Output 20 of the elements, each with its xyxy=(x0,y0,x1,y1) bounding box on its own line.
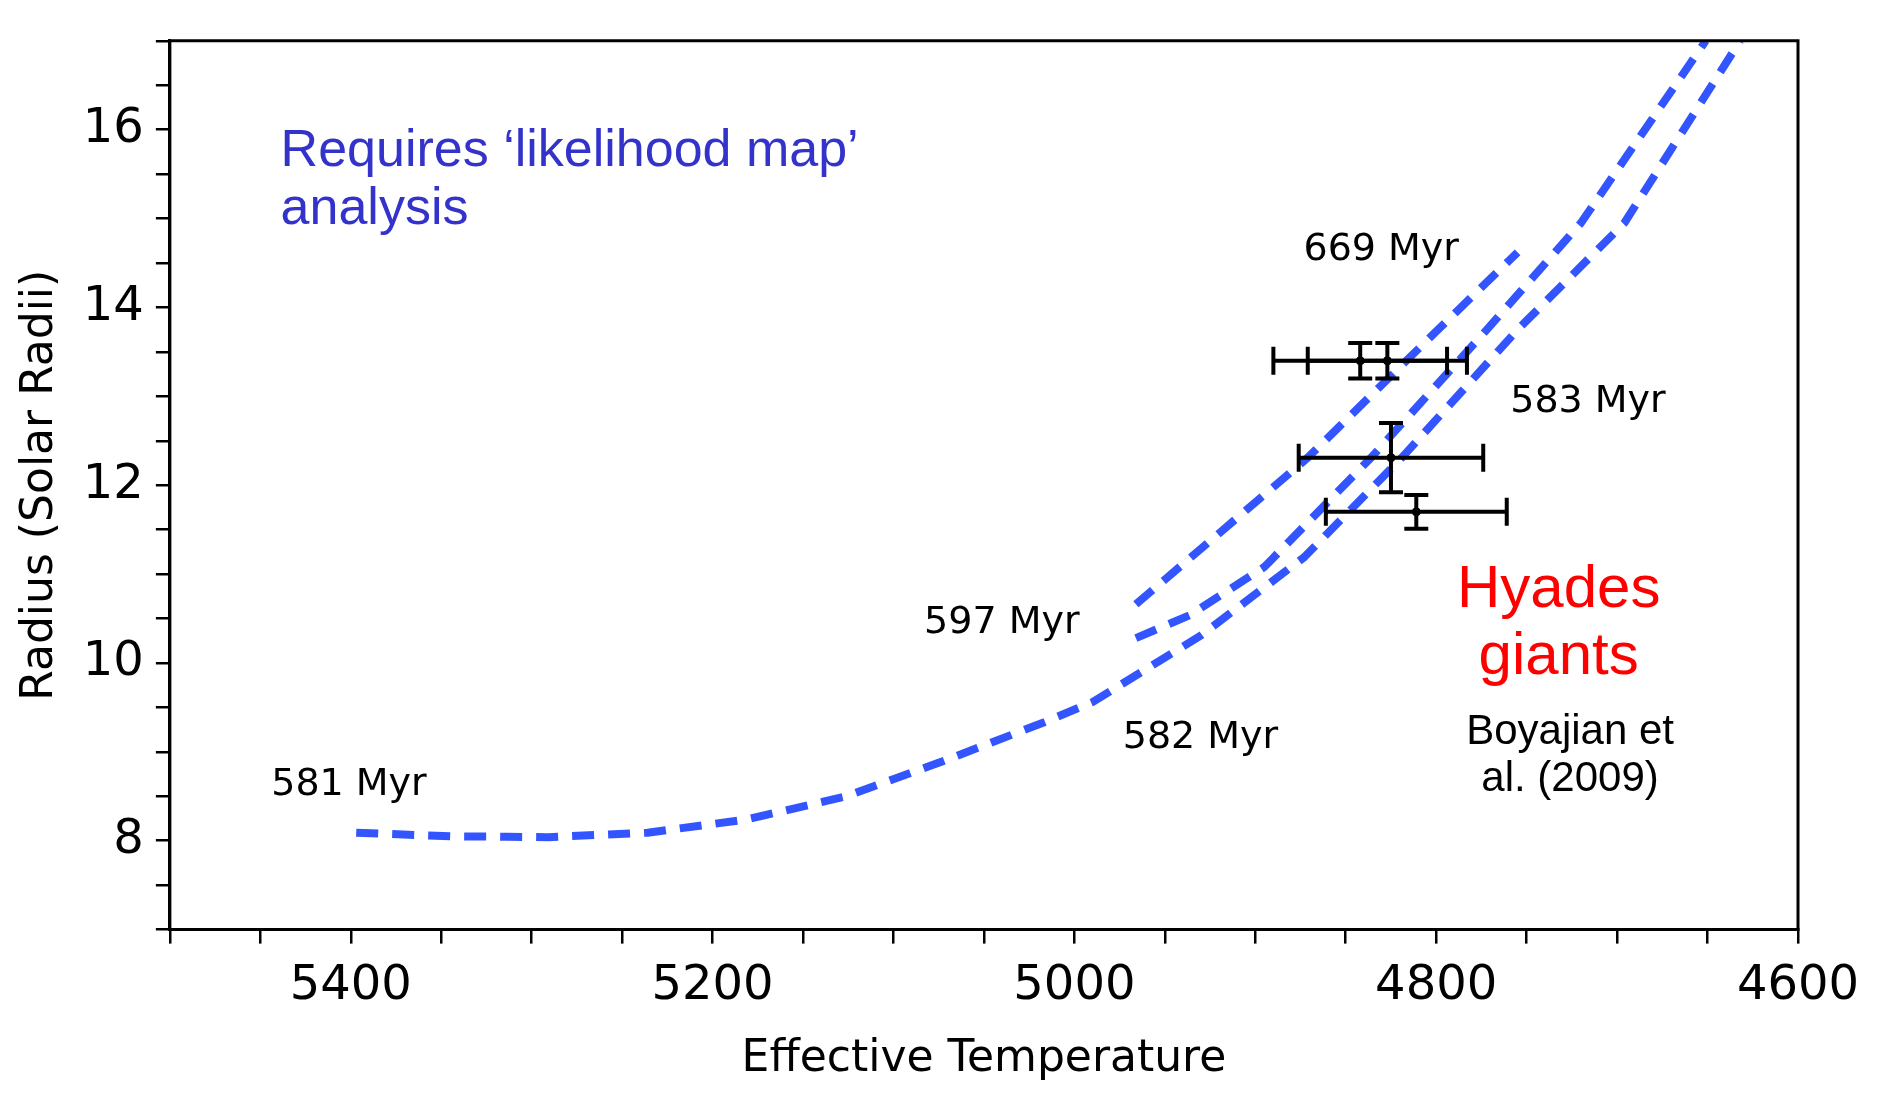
annotation: 582 Myr xyxy=(1122,713,1279,758)
y-tick-label: 16 xyxy=(82,97,144,154)
y-tick-label: 8 xyxy=(113,808,144,865)
annotation: Boyajian et al. (2009) xyxy=(1466,706,1675,801)
annotation: 583 Myr xyxy=(1510,376,1667,421)
y-tick-label: 10 xyxy=(82,630,144,687)
annotation: 669 Myr xyxy=(1303,224,1460,269)
y-tick-label: 14 xyxy=(82,274,144,331)
x-tick-label: 4600 xyxy=(1736,953,1860,1010)
x-tick-label: 5000 xyxy=(1013,953,1136,1010)
annotation: Hyades giants xyxy=(1456,553,1661,688)
x-tick-label: 5400 xyxy=(289,953,412,1010)
x-tick-label: 5200 xyxy=(651,953,774,1010)
y-axis-title: Radius (Solar Radii) xyxy=(10,269,62,701)
y-tick-label: 12 xyxy=(82,452,144,509)
annotation: 597 Myr xyxy=(924,597,1080,642)
x-tick-label: 4800 xyxy=(1375,953,1498,1010)
annotation: Requires ‘likelihood map’ analysis xyxy=(280,118,859,235)
x-axis-title: Effective Temperature xyxy=(741,1030,1227,1082)
annotation: 581 Myr xyxy=(271,760,428,805)
